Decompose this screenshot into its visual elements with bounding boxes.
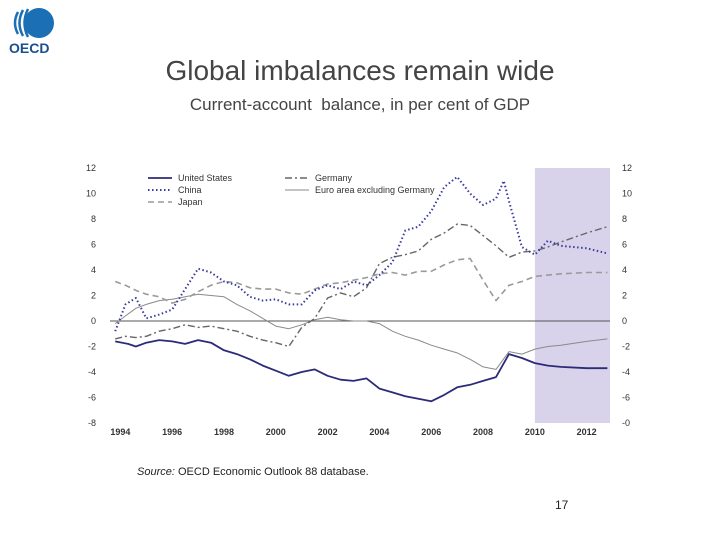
x-tick-label: 2008 (473, 427, 493, 437)
oecd-logo-graphic: OECD (9, 8, 54, 56)
y-tick-label-left: 2 (91, 291, 96, 301)
y-tick-label-left: -4 (88, 367, 96, 377)
oecd-logo: OECD (6, 6, 60, 56)
series-line-united-states (115, 339, 608, 403)
source-label: Source: (137, 466, 175, 478)
legend-label: Euro area excluding Germany (315, 185, 435, 195)
x-tick-label: 2012 (577, 427, 597, 437)
y-tick-label-right: -6 (622, 393, 630, 403)
y-tick-label-left: 0 (91, 316, 96, 326)
x-tick-label: 2004 (369, 427, 389, 437)
y-tick-label-right: 0 (622, 316, 627, 326)
legend-label: Germany (315, 173, 353, 183)
y-tick-label-left: 4 (91, 265, 96, 275)
series-line-germany (115, 223, 608, 348)
y-tick-label-right: -0 (622, 418, 630, 428)
y-tick-label-right: 2 (622, 291, 627, 301)
y-tick-label-right: 10 (622, 189, 632, 199)
legend-label: Japan (178, 197, 203, 207)
legend-label: China (178, 185, 202, 195)
y-tick-label-right: -2 (622, 342, 630, 352)
x-tick-label: 2010 (525, 427, 545, 437)
x-tick-label: 2000 (266, 427, 286, 437)
y-tick-label-right: 12 (622, 163, 632, 173)
y-tick-label-right: 4 (622, 265, 627, 275)
x-tick-label: 2002 (318, 427, 338, 437)
svg-text:OECD: OECD (9, 40, 49, 56)
series-line-euro-area-excluding-germany (114, 293, 608, 370)
series-line-japan (114, 257, 608, 304)
y-tick-label-left: -8 (88, 418, 96, 428)
current-account-chart: 12 12 10 10 8 8 6 6 4 4 2 2 0 0 -2 -2 -4 -4 -6 -6 -8 -0 1994 19… (86, 163, 632, 437)
y-tick-label-right: 6 (622, 240, 627, 250)
page-title: Global imbalances remain wide (165, 55, 555, 86)
series-line-china (114, 175, 608, 332)
x-tick-label: 1994 (110, 427, 130, 437)
legend-label: United States (178, 173, 233, 183)
y-tick-label-left: 8 (91, 214, 96, 224)
y-tick-label-left: 12 (86, 163, 96, 173)
y-tick-label-left: 6 (91, 240, 96, 250)
x-tick-label: 1998 (214, 427, 234, 437)
source-text: OECD Economic Outlook 88 database. (174, 466, 369, 478)
y-tick-label-left: -2 (88, 342, 96, 352)
page-number: 17 (555, 498, 569, 512)
y-tick-label-left: -6 (88, 393, 96, 403)
source-note: Source: OECD Economic Outlook 88 databas… (137, 466, 369, 478)
y-tick-label-right: 8 (622, 214, 627, 224)
y-tick-label-right: -4 (622, 367, 630, 377)
page-subtitle: Current-account balance, in per cent of … (189, 95, 531, 114)
projection-shade (534, 168, 610, 423)
y-tick-label-left: 10 (86, 189, 96, 199)
x-tick-label: 2006 (421, 427, 441, 437)
x-tick-label: 1996 (162, 427, 182, 437)
